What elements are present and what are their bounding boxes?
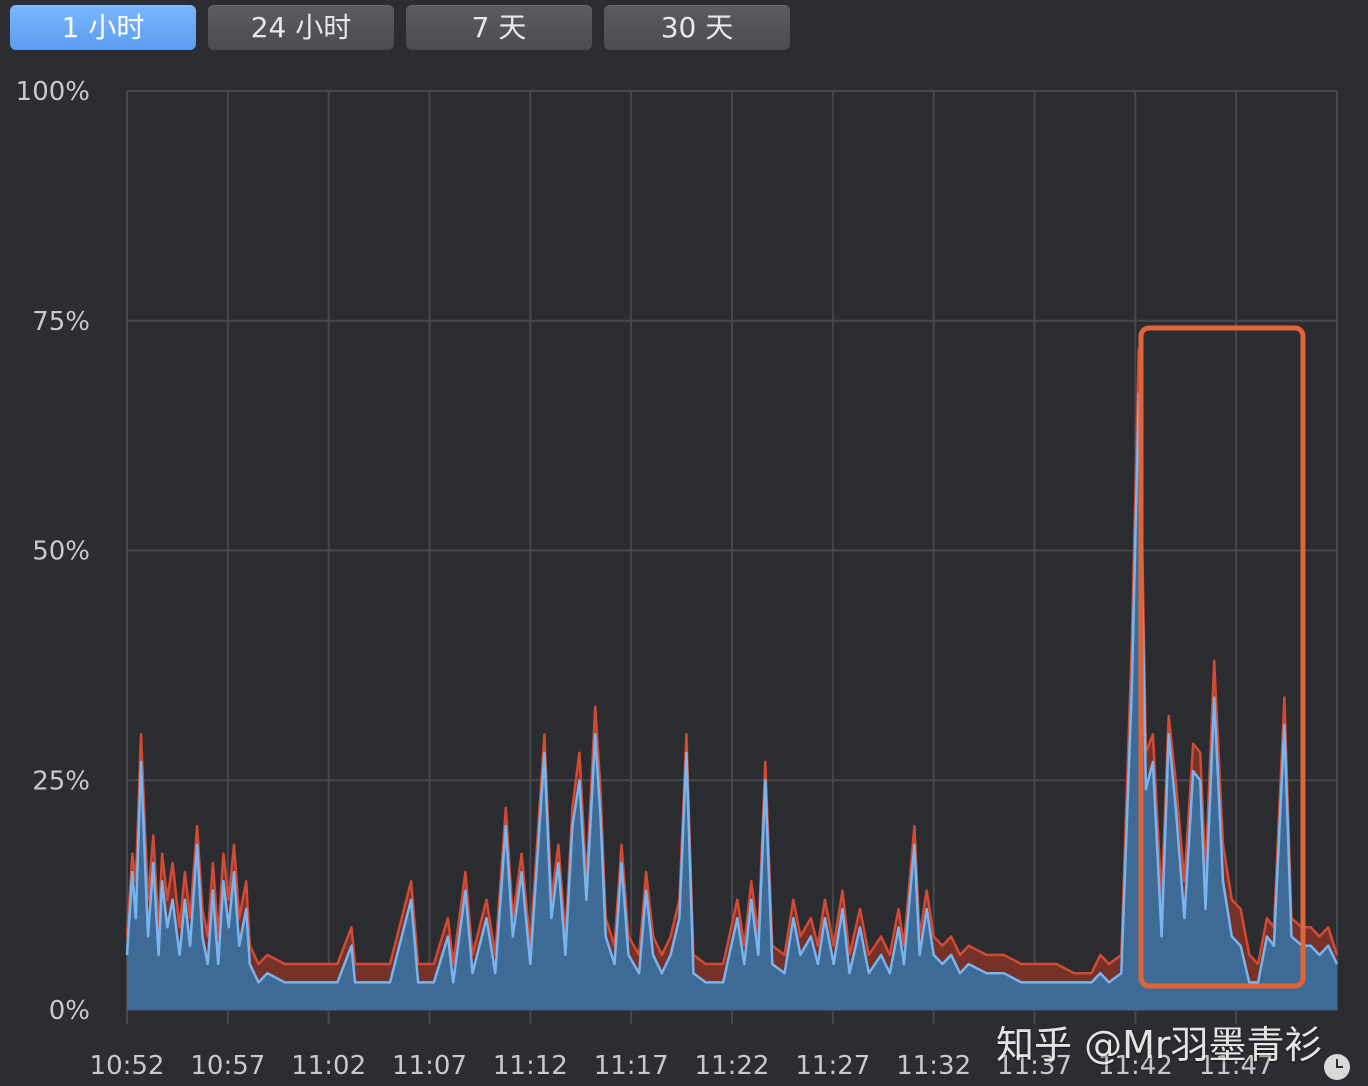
watermark: 知乎 @Mr羽墨青衫	[996, 1023, 1323, 1067]
tab-1-hour[interactable]: 1 小时	[10, 5, 196, 50]
y-tick-label: 100%	[16, 77, 90, 107]
x-tick-label: 11:07	[392, 1051, 467, 1081]
x-tick-label: 11:42	[1098, 1051, 1173, 1081]
x-tick-label: 11:02	[291, 1051, 366, 1081]
time-range-tabs: 1 小时 24 小时 7 天 30 天	[10, 5, 790, 50]
y-tick-label: 50%	[32, 537, 90, 567]
highlight-box	[1138, 325, 1306, 989]
y-tick-label: 75%	[32, 307, 90, 337]
x-tick-label: 11:17	[594, 1051, 669, 1081]
tab-7-days[interactable]: 7 天	[406, 5, 592, 50]
y-tick-label: 25%	[32, 766, 90, 796]
x-tick-label: 11:27	[795, 1051, 870, 1081]
clock-icon	[1324, 1054, 1350, 1080]
tab-30-days[interactable]: 30 天	[604, 5, 790, 50]
x-tick-label: 11:12	[493, 1051, 568, 1081]
x-tick-label: 11:22	[695, 1051, 770, 1081]
x-tick-label: 11:37	[997, 1051, 1072, 1081]
x-tick-label: 10:52	[90, 1051, 165, 1081]
x-tick-label: 11:47	[1199, 1051, 1274, 1081]
user-load-line	[125, 393, 1339, 984]
y-tick-label: 0%	[49, 996, 90, 1026]
x-tick-label: 11:32	[896, 1051, 971, 1081]
x-tick-label: 10:57	[190, 1051, 265, 1081]
tab-24-hours[interactable]: 24 小时	[208, 5, 394, 50]
